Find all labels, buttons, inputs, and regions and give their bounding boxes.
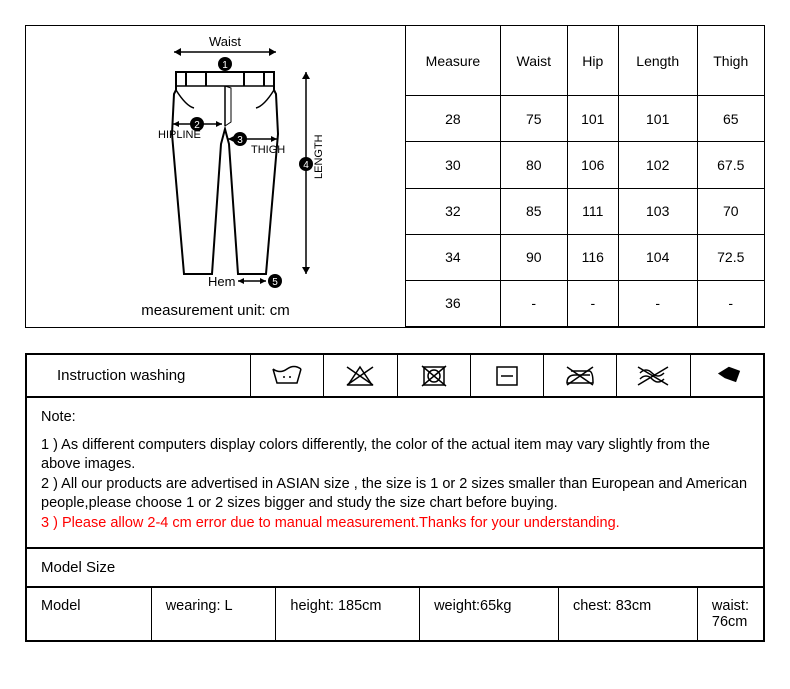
model-label: Model [27,588,152,640]
washing-row: Instruction washing [27,355,763,398]
hipline-label: HIPLINE [158,129,201,141]
svg-text:1: 1 [222,60,228,71]
model-row: Model wearing: L height: 185cm weight:65… [27,588,763,640]
note-line-3: 3 ) Please allow 2-4 cm error due to man… [41,514,749,534]
col-measure: Measure [406,26,500,96]
flat-dry-icon [471,355,544,396]
no-wring-icon [617,355,690,396]
top-section: Waist 1 2 HIPLINE [25,25,765,328]
washing-label: Instruction washing [27,355,251,396]
note-title: Note: [41,408,749,428]
table-row: 287510110165 [406,96,764,142]
col-waist: Waist [500,26,567,96]
table-row: 36---- [406,280,764,326]
diagram-cell: Waist 1 2 HIPLINE [26,26,406,327]
unit-label: measurement unit: cm [34,302,397,319]
bottom-section: Instruction washing Note: 1 ) As differe… [25,353,765,642]
model-waist: waist: 76cm [698,588,763,640]
model-chest: chest: 83cm [559,588,698,640]
col-length: Length [618,26,697,96]
length-label: LENGTH [313,134,325,179]
model-weight: weight:65kg [420,588,559,640]
table-header-row: Measure Waist Hip Length Thigh [406,26,764,96]
svg-text:4: 4 [303,160,309,171]
no-tumble-icon [398,355,471,396]
col-thigh: Thigh [697,26,764,96]
no-iron-icon [544,355,617,396]
svg-text:3: 3 [237,135,243,146]
col-hip: Hip [567,26,618,96]
model-height: height: 185cm [276,588,420,640]
model-wearing: wearing: L [152,588,277,640]
tag-icon [691,355,763,396]
size-table: Measure Waist Hip Length Thigh 287510110… [406,26,764,327]
table-row: 328511110370 [406,188,764,234]
note-block: Note: 1 ) As different computers display… [27,398,763,549]
no-bleach-icon [324,355,397,396]
note-line-1: 1 ) As different computers display color… [41,436,749,475]
table-row: 349011610472.5 [406,234,764,280]
note-line-2: 2 ) All our products are advertised in A… [41,475,749,514]
hem-label: Hem [208,274,235,289]
wash-icon [251,355,324,396]
waist-label: Waist [208,34,240,49]
svg-text:5: 5 [272,277,278,288]
thigh-label: THIGH [251,144,285,156]
pants-diagram: Waist 1 2 HIPLINE [66,34,366,294]
table-row: 308010610267.5 [406,142,764,188]
model-size-header: Model Size [27,549,763,588]
